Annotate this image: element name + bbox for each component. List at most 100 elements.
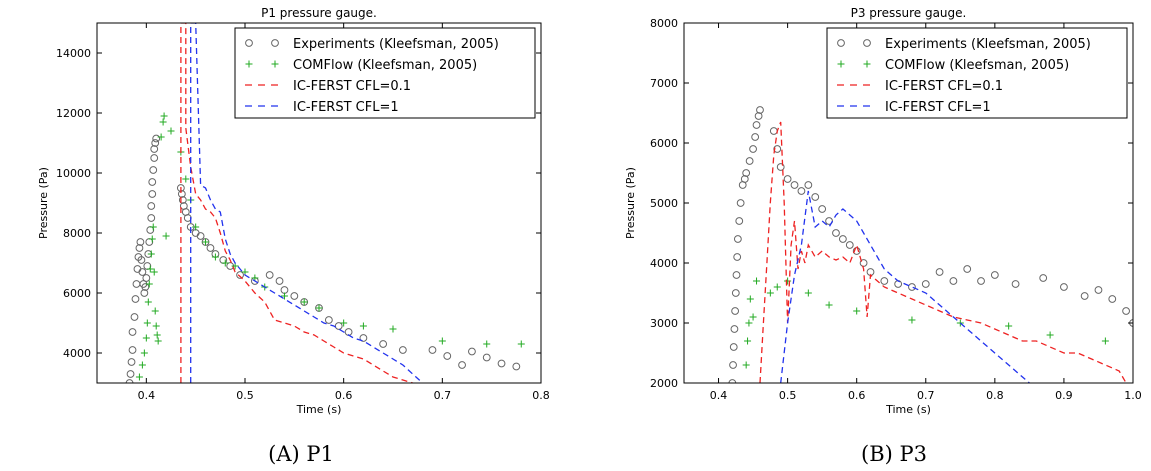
data-point xyxy=(130,313,139,321)
legend-swatch xyxy=(245,60,253,68)
data-point xyxy=(732,271,741,279)
figure-caption: (B) P3 xyxy=(861,442,927,466)
data-point xyxy=(733,235,742,243)
legend-item-3: IC-FERST CFL=1 xyxy=(837,100,991,115)
data-point xyxy=(141,283,150,291)
x-axis-label: Time (s) xyxy=(885,403,931,416)
data-point xyxy=(742,169,751,177)
series-3 xyxy=(190,23,424,383)
data-point xyxy=(182,175,190,183)
data-point xyxy=(749,145,757,153)
plot-area xyxy=(125,23,525,383)
data-point xyxy=(776,163,785,171)
data-point xyxy=(150,145,159,153)
data-point xyxy=(206,244,215,252)
data-point xyxy=(145,280,153,288)
legend-swatch xyxy=(837,60,845,68)
data-point xyxy=(742,361,750,369)
data-point xyxy=(150,154,159,162)
data-point xyxy=(1046,331,1054,339)
legend-box xyxy=(234,27,536,119)
data-point xyxy=(769,127,778,135)
data-point xyxy=(853,307,861,315)
legend-item-0: Experiments (Kleefsman, 2005) xyxy=(245,37,499,52)
data-point xyxy=(140,289,149,297)
data-point xyxy=(735,217,744,225)
data-point xyxy=(977,277,985,285)
data-point xyxy=(1011,280,1020,288)
data-point xyxy=(811,193,820,201)
legend: Experiments (Kleefsman, 2005) COMFlow (Kl… xyxy=(234,27,536,119)
series-3 xyxy=(780,190,1030,383)
data-point xyxy=(468,347,476,356)
y-tick-label: 4000 xyxy=(650,257,678,270)
data-point xyxy=(128,328,137,336)
data-point xyxy=(152,134,161,143)
data-point xyxy=(790,181,799,189)
data-point xyxy=(275,277,284,285)
legend-label: COMFlow (Kleefsman, 2005) xyxy=(885,58,1069,73)
data-point xyxy=(1080,292,1089,300)
data-point xyxy=(729,361,737,369)
data-point xyxy=(483,340,491,348)
data-point xyxy=(143,262,152,270)
data-point xyxy=(202,238,210,246)
legend-item-2: IC-FERST CFL=0.1 xyxy=(837,79,1003,94)
data-point xyxy=(178,196,187,204)
data-point xyxy=(157,133,165,141)
data-point xyxy=(517,340,525,348)
data-point xyxy=(428,346,437,354)
data-point xyxy=(359,334,368,342)
x-tick-label: 0.6 xyxy=(335,389,353,402)
data-point xyxy=(729,343,738,351)
legend: Experiments (Kleefsman, 2005) COMFlow (Kl… xyxy=(826,27,1128,119)
legend-label: COMFlow (Kleefsman, 2005) xyxy=(293,58,477,73)
data-point xyxy=(733,253,742,261)
data-point xyxy=(149,223,157,231)
data-point xyxy=(151,307,159,315)
data-point xyxy=(138,268,147,276)
data-point xyxy=(766,289,774,297)
data-point xyxy=(154,337,162,345)
data-point xyxy=(145,238,154,246)
data-point xyxy=(131,295,140,303)
legend-item-1: COMFlow (Kleefsman, 2005) xyxy=(837,58,1069,73)
legend-label: IC-FERST CFL=0.1 xyxy=(885,79,1003,94)
series-2 xyxy=(180,23,413,383)
legend-swatch xyxy=(863,60,871,68)
data-point xyxy=(736,199,745,207)
data-point xyxy=(128,346,137,354)
data-point xyxy=(125,379,134,383)
data-point xyxy=(1122,307,1130,315)
x-tick-label: 0.7 xyxy=(434,389,452,402)
x-tick-label: 1.0 xyxy=(1124,389,1142,402)
data-point xyxy=(753,277,761,285)
data-point xyxy=(908,283,916,291)
data-point xyxy=(745,157,754,165)
x-axis-label: Time (s) xyxy=(296,403,342,416)
plot-area xyxy=(728,106,1133,383)
data-point xyxy=(752,121,761,129)
legend-label: IC-FERST CFL=1 xyxy=(885,100,991,115)
data-point xyxy=(1094,286,1103,294)
y-tick-label: 7000 xyxy=(650,77,678,90)
series-line xyxy=(190,23,424,383)
y-tick-label: 6000 xyxy=(650,137,678,150)
data-point xyxy=(845,241,854,249)
y-tick-label: 2000 xyxy=(650,377,678,390)
data-point xyxy=(315,304,323,312)
data-point xyxy=(921,280,930,288)
data-point xyxy=(497,359,506,368)
data-point xyxy=(731,307,740,315)
legend-item-1: COMFlow (Kleefsman, 2005) xyxy=(245,58,477,73)
legend-swatch xyxy=(863,39,871,47)
data-point xyxy=(1108,295,1117,303)
data-point xyxy=(379,340,388,348)
data-point xyxy=(135,244,144,252)
data-point xyxy=(192,223,200,231)
data-point xyxy=(150,268,158,276)
legend-box xyxy=(826,27,1128,119)
data-point xyxy=(149,166,158,174)
series-1 xyxy=(135,112,525,381)
